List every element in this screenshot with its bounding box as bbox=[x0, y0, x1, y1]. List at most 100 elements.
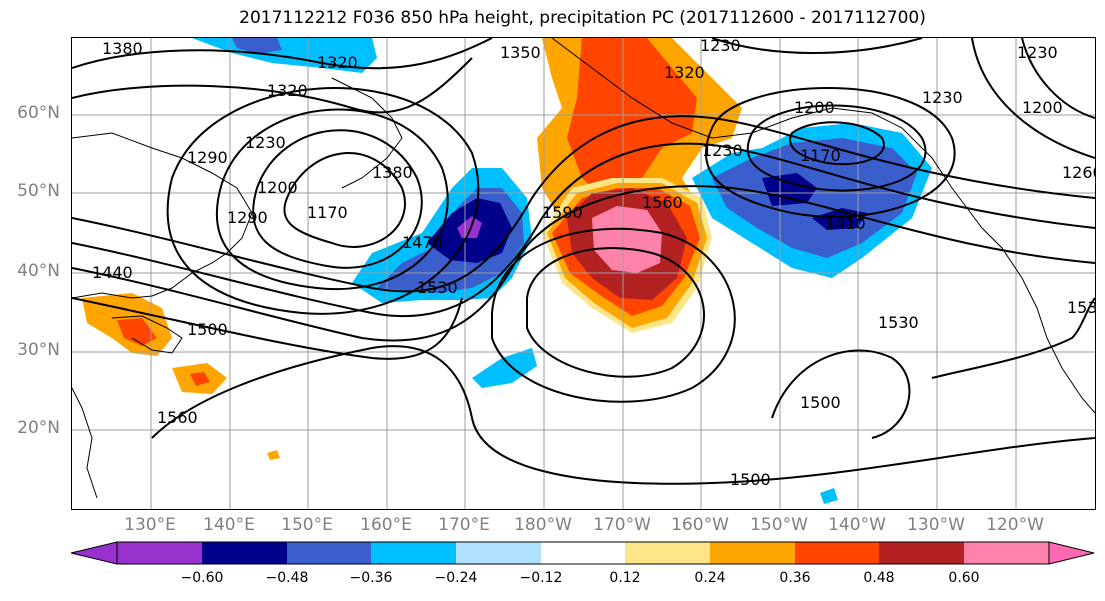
lat-label: 60°N bbox=[17, 103, 60, 123]
contour-band-1 bbox=[72, 115, 1095, 293]
lon-label: 140°W bbox=[828, 515, 886, 535]
contour-label: 1290 bbox=[187, 148, 228, 167]
colorbar-bin bbox=[625, 542, 710, 564]
colorbar-bin bbox=[879, 542, 964, 564]
contour-label: 1320 bbox=[267, 81, 308, 100]
contour-label: 1380 bbox=[102, 39, 143, 58]
contour-label: 1530 bbox=[417, 278, 458, 297]
lon-label: 140°E bbox=[203, 515, 255, 535]
colorbar-bin bbox=[541, 542, 625, 564]
colorbar-tick-label: 0.24 bbox=[694, 570, 726, 586]
contour-label: 1200 bbox=[794, 98, 835, 117]
contour-label: 1380 bbox=[372, 163, 413, 182]
lon-label: 180°W bbox=[514, 515, 572, 535]
precip-blob-gulf-alaska-blue bbox=[712, 138, 917, 258]
coast-asia bbox=[72, 132, 253, 299]
colorbar-tick-label: 0.48 bbox=[863, 570, 895, 586]
colorbar-tick-label: 0.36 bbox=[779, 570, 811, 586]
contour-high-center bbox=[526, 247, 706, 378]
precip-blob-south-red bbox=[190, 372, 210, 386]
map-panel: 1380 1320 1350 1320 1230 1230 1320 1290 … bbox=[71, 37, 1096, 510]
colorbar-tick-label: −0.36 bbox=[349, 570, 393, 586]
contour-label: 1230 bbox=[700, 38, 741, 55]
contour-low-east-2 bbox=[746, 104, 927, 192]
colorbar-extend-left bbox=[70, 541, 118, 565]
precip-blob-small-blue bbox=[820, 488, 838, 504]
coast-philippines bbox=[72, 387, 98, 499]
contour-label: 1560 bbox=[642, 193, 683, 212]
contour-low-west-4 bbox=[166, 87, 480, 315]
colorbar-tick-label: −0.24 bbox=[434, 570, 478, 586]
contour-north-2 bbox=[72, 57, 473, 114]
lon-label: 170°W bbox=[593, 515, 651, 535]
contour-label: 1170 bbox=[800, 146, 841, 165]
contour-label: 1530 bbox=[878, 313, 919, 332]
contour-high-center-2 bbox=[491, 227, 736, 403]
contour-low-west-3 bbox=[216, 108, 449, 291]
precip-blob-japan-red bbox=[117, 318, 157, 346]
lat-label: 40°N bbox=[17, 261, 60, 281]
contour-label: 1500 bbox=[730, 470, 771, 489]
contour-label: 1200 bbox=[1022, 98, 1063, 117]
contour-south-1 bbox=[151, 345, 1095, 485]
lon-label: 170°E bbox=[438, 515, 490, 535]
contour-east-vertical-2 bbox=[1021, 38, 1095, 119]
precip-blob-nw-core bbox=[232, 38, 282, 54]
lon-label: 150°W bbox=[750, 515, 808, 535]
coast-alaska bbox=[551, 38, 968, 209]
colorbar-tick-label: −0.12 bbox=[519, 570, 563, 586]
contour-band-3 bbox=[72, 185, 1095, 342]
contour-northeast bbox=[711, 38, 923, 54]
contour-label: 1200 bbox=[257, 178, 298, 197]
lat-label: 30°N bbox=[17, 340, 60, 360]
contour-low-east-3 bbox=[705, 87, 956, 218]
contour-label: 1470 bbox=[402, 233, 443, 252]
coast-kamchatka bbox=[331, 77, 403, 189]
precip-blob-small-orange bbox=[267, 450, 280, 460]
contour-label: 1500 bbox=[187, 320, 228, 339]
colorbar-tick-label: −0.60 bbox=[180, 570, 224, 586]
colorbar-tick-label: −0.48 bbox=[265, 570, 309, 586]
contour-label: 1230 bbox=[1017, 43, 1058, 62]
contour-label: 1440 bbox=[92, 263, 133, 282]
contour-label: 1230 bbox=[922, 88, 963, 107]
lon-label: 160°E bbox=[360, 515, 412, 535]
lat-label: 50°N bbox=[17, 181, 60, 201]
lon-label: 130°W bbox=[907, 515, 965, 535]
contour-label: 1230 bbox=[245, 133, 286, 152]
contour-north-1 bbox=[72, 38, 493, 70]
contour-label: 1500 bbox=[800, 393, 841, 412]
contour-label: 1560 bbox=[157, 408, 198, 427]
contour-label: 1230 bbox=[702, 141, 743, 160]
colorbar-bin bbox=[964, 542, 1049, 564]
contour-south-2 bbox=[771, 349, 911, 439]
coast-na-west bbox=[966, 207, 1095, 414]
colorbar-bin bbox=[456, 542, 541, 564]
colorbar-extend-right bbox=[1048, 541, 1095, 565]
colorbar-bin bbox=[202, 542, 287, 564]
contour-low-east bbox=[789, 121, 885, 166]
colorbar-bin bbox=[795, 542, 879, 564]
contour-band-2 bbox=[72, 142, 1095, 318]
contour-label: 1530 bbox=[1067, 298, 1095, 317]
contour-label: 1170 bbox=[307, 203, 348, 222]
colorbar-frame bbox=[116, 541, 1050, 565]
contour-east-1530 bbox=[931, 297, 1095, 379]
coastlines bbox=[72, 38, 1095, 499]
map-title: 2017112212 F036 850 hPa height, precipit… bbox=[239, 8, 926, 28]
contour-labels: 1380 1320 1350 1320 1230 1230 1320 1290 … bbox=[92, 38, 1095, 489]
colorbar-bin bbox=[371, 542, 456, 564]
precip-blob-central-pink bbox=[592, 206, 662, 273]
colorbar-bin bbox=[287, 542, 371, 564]
lon-label: 150°E bbox=[281, 515, 333, 535]
colorbar bbox=[70, 541, 1095, 565]
colorbar-bin bbox=[117, 542, 202, 564]
map-canvas: 1380 1320 1350 1320 1230 1230 1320 1290 … bbox=[72, 38, 1095, 509]
graticule bbox=[72, 38, 1095, 509]
contour-label: 1320 bbox=[664, 63, 705, 82]
contour-label: 1350 bbox=[500, 43, 541, 62]
contour-east-vertical bbox=[971, 38, 1095, 159]
lon-label: 160°W bbox=[671, 515, 729, 535]
contour-low-west-2 bbox=[252, 129, 423, 269]
colorbar-bin bbox=[710, 542, 795, 564]
